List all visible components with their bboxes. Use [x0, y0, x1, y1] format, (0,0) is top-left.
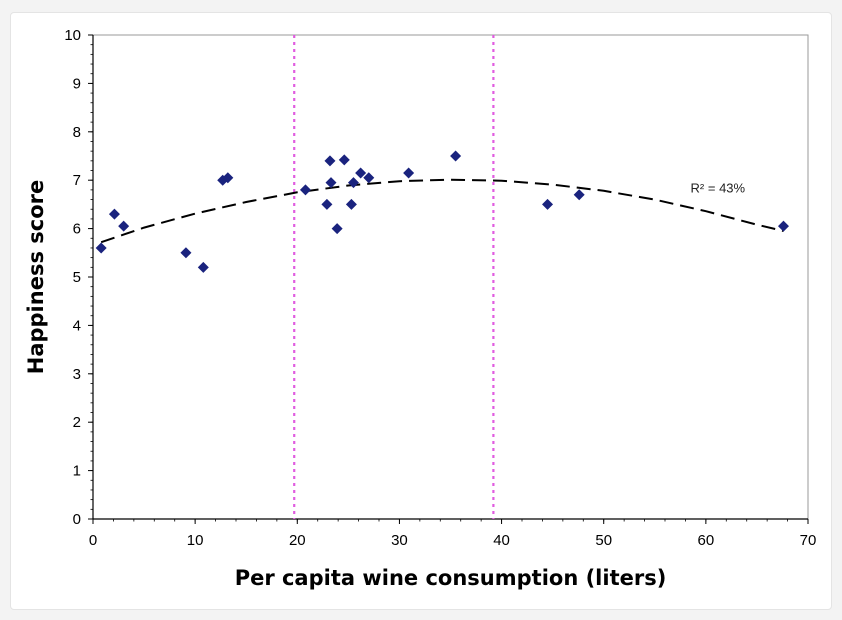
x-tick-label: 70 [800, 532, 817, 549]
data-point [331, 223, 343, 235]
x-tick-label: 0 [89, 532, 97, 549]
data-point [573, 189, 585, 201]
x-tick-label: 20 [289, 532, 306, 549]
x-tick-label: 60 [698, 532, 715, 549]
data-point [403, 167, 415, 179]
data-point [108, 208, 120, 220]
data-point [180, 247, 192, 259]
y-tick-label: 4 [73, 317, 81, 334]
data-point [299, 184, 311, 196]
data-point [222, 172, 234, 184]
y-tick-label: 1 [73, 463, 81, 480]
y-tick-label: 0 [73, 511, 81, 528]
x-tick-label: 50 [595, 532, 612, 549]
y-tick-label: 2 [73, 414, 81, 431]
data-point [542, 198, 554, 210]
data-point [197, 261, 209, 273]
x-tick-label: 40 [493, 532, 510, 549]
scatter-chart: 0 1 2 3 4 5 6 7 8 9 10 0 10 20 30 40 50 60 70 R² = 43% Per… [24, 27, 816, 590]
x-tick-label: 10 [187, 532, 204, 549]
chart-frame: 0 1 2 3 4 5 6 7 8 9 10 0 10 20 30 40 50 60 70 R² = 43% Per… [10, 12, 832, 610]
data-point [95, 242, 107, 254]
y-axis-title: Happiness score [24, 180, 48, 375]
x-axis-title: Per capita wine consumption (liters) [235, 566, 667, 590]
y-tick-label: 8 [73, 124, 81, 141]
y-tick-label: 3 [73, 366, 81, 383]
reference-lines [293, 35, 495, 519]
data-point [777, 220, 789, 232]
y-tick-label: 10 [64, 27, 81, 44]
x-tick-label: 30 [391, 532, 408, 549]
data-point [324, 155, 336, 167]
data-point [355, 167, 367, 179]
data-point [363, 172, 375, 184]
data-point [345, 198, 357, 210]
plot-area-border [92, 34, 809, 520]
y-tick-label: 5 [73, 269, 81, 286]
y-tick-label: 6 [73, 221, 81, 238]
data-point [450, 150, 462, 162]
data-point [118, 220, 130, 232]
data-point [338, 154, 350, 166]
y-tick-label: 7 [73, 172, 81, 189]
r-squared-annotation: R² = 43% [691, 180, 746, 195]
trendline-group [100, 178, 784, 244]
data-point [321, 198, 333, 210]
trendline [100, 178, 784, 244]
axes: 0 1 2 3 4 5 6 7 8 9 10 0 10 20 30 40 50 60 70 [64, 27, 816, 549]
data-point [325, 177, 337, 189]
y-tick-label: 9 [73, 75, 81, 92]
data-points [95, 150, 789, 273]
data-point [347, 177, 359, 189]
